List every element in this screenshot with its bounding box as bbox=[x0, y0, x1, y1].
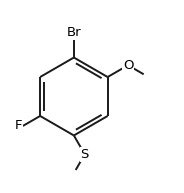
Text: S: S bbox=[81, 148, 89, 161]
Text: F: F bbox=[15, 119, 22, 132]
Text: O: O bbox=[123, 59, 133, 72]
Text: Br: Br bbox=[67, 26, 81, 39]
